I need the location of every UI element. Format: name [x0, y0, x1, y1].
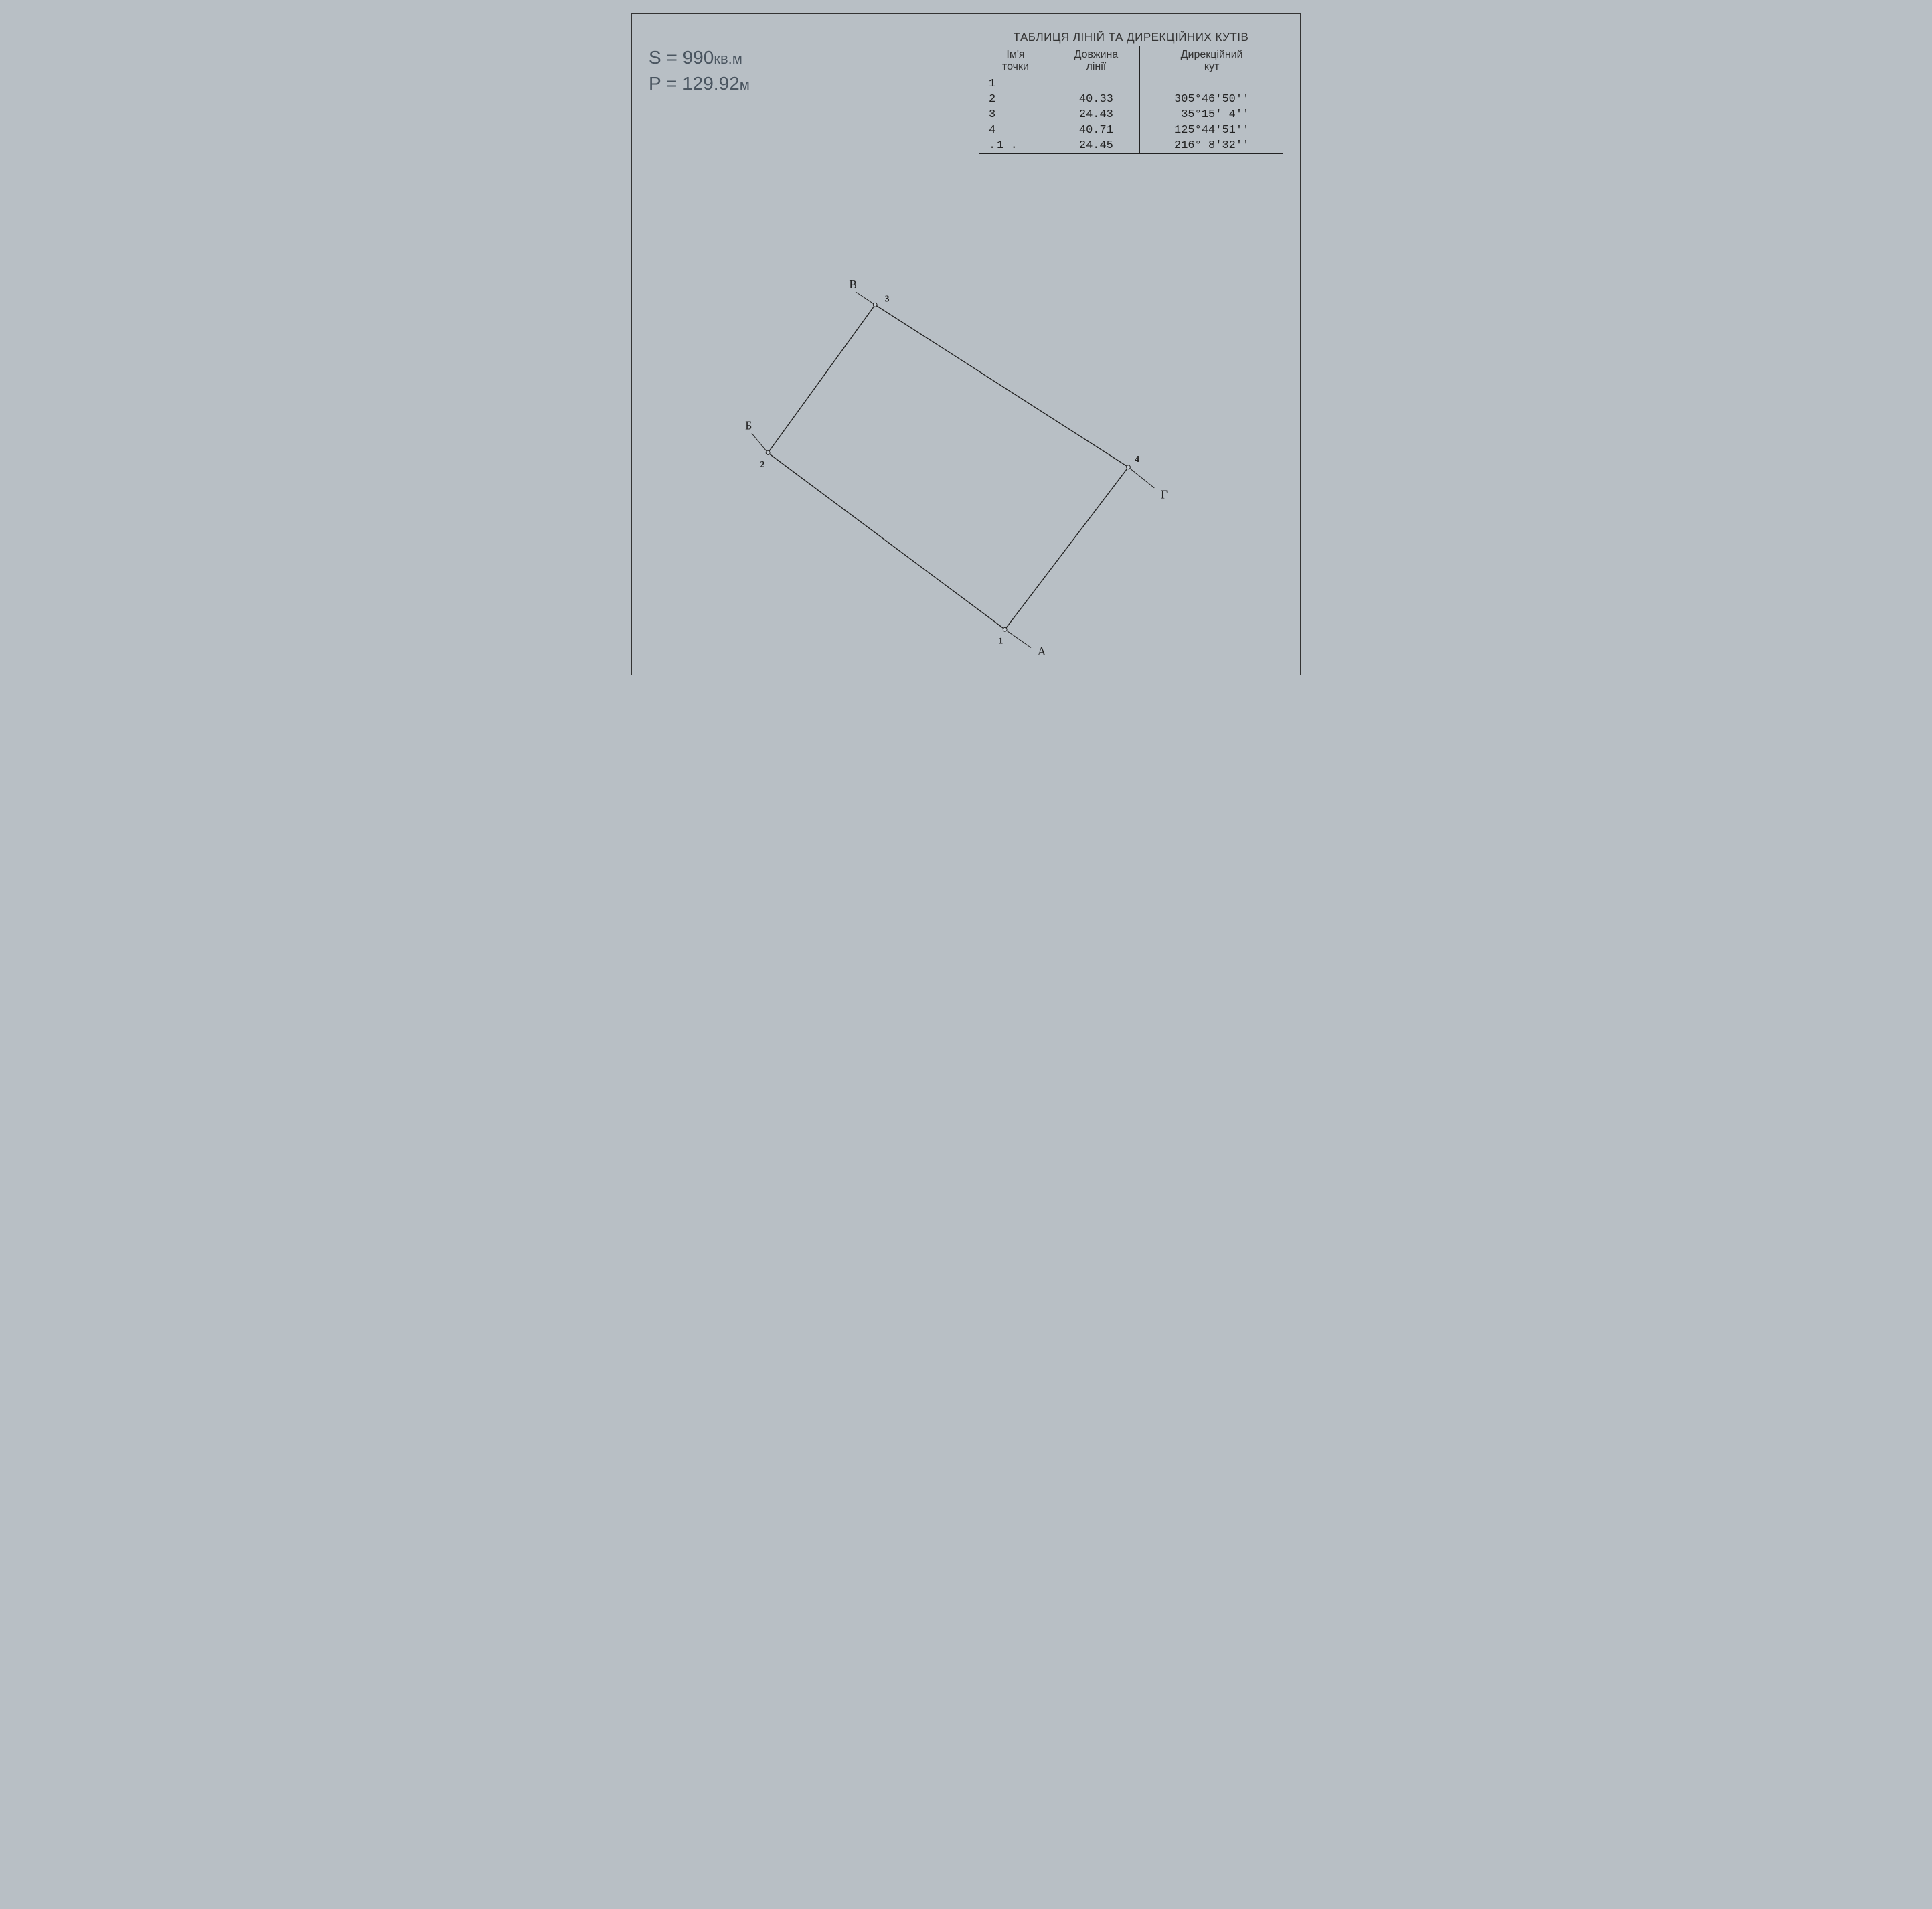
- cell-angle: 305°46'50'': [1140, 92, 1283, 107]
- vertex-label: 1: [999, 636, 1003, 646]
- metrics-block: S = 990кв.м P = 129.92м: [649, 31, 750, 96]
- table-wrap: ТАБЛИЦЯ ЛІНІЙ ТА ДИРЕКЦІЙНИХ КУТІВ Ім'я …: [979, 31, 1283, 154]
- table-row: 1: [979, 76, 1283, 92]
- cell-angle: 35°15' 4'': [1140, 107, 1283, 122]
- cell-point: 3: [979, 107, 1052, 122]
- table-row: 124.45216° 8'32'': [979, 138, 1283, 154]
- diagram-area: 1 2 3 4 А Б В Г: [632, 181, 1300, 675]
- leader-line: [856, 292, 875, 305]
- cell-length: 40.33: [1052, 92, 1140, 107]
- area-row: S = 990кв.м: [649, 44, 750, 70]
- cell-point: 4: [979, 122, 1052, 138]
- perimeter-value: 129.92: [682, 73, 740, 94]
- cell-point: 1: [979, 138, 1052, 154]
- area-label: S: [649, 47, 661, 68]
- table-body: 1240.33305°46'50''324.43 35°15' 4''440.7…: [979, 76, 1283, 154]
- vertex-label: 4: [1135, 454, 1139, 464]
- leader-line: [752, 433, 768, 452]
- cell-angle: 216° 8'32'': [1140, 138, 1283, 154]
- cell-length: 24.43: [1052, 107, 1140, 122]
- page-frame: S = 990кв.м P = 129.92м ТАБЛИЦЯ ЛІНІЙ ТА…: [631, 13, 1301, 675]
- top-row: S = 990кв.м P = 129.92м ТАБЛИЦЯ ЛІНІЙ ТА…: [649, 31, 1283, 154]
- col-point-text: Ім'я точки: [983, 49, 1048, 73]
- perimeter-unit: м: [740, 76, 750, 93]
- corner-label: Б: [745, 419, 752, 432]
- col-point: Ім'я точки: [979, 46, 1052, 76]
- cell-point: 2: [979, 92, 1052, 107]
- corner-label: Г: [1161, 487, 1168, 501]
- table-row: 240.33305°46'50'': [979, 92, 1283, 107]
- cell-length: 40.71: [1052, 122, 1140, 138]
- table-row: 440.71125°44'51'': [979, 122, 1283, 138]
- survey-plot: 1 2 3 4 А Б В Г: [632, 181, 1300, 675]
- col-length: Довжина лінії: [1052, 46, 1140, 76]
- vertex-node: [1003, 627, 1007, 631]
- col-angle: Дирекційний кут: [1140, 46, 1283, 76]
- col-angle-text: Дирекційний кут: [1144, 49, 1279, 73]
- leader-line: [1129, 467, 1155, 488]
- corner-label: А: [1038, 645, 1046, 658]
- perimeter-label: P: [649, 73, 661, 94]
- col-length-text: Довжина лінії: [1056, 49, 1135, 73]
- vertex-node: [766, 451, 770, 455]
- parcel-polygon: [768, 305, 1128, 629]
- vertex-label: 2: [760, 459, 765, 469]
- perimeter-row: P = 129.92м: [649, 70, 750, 96]
- cell-length: 24.45: [1052, 138, 1140, 154]
- table-row: 324.43 35°15' 4'': [979, 107, 1283, 122]
- table-header-row: Ім'я точки Довжина лінії Дирекційний кут: [979, 46, 1283, 76]
- cell-point: 1: [979, 76, 1052, 92]
- corner-label: В: [849, 278, 857, 291]
- cell-angle: 125°44'51'': [1140, 122, 1283, 138]
- cell-length: [1052, 76, 1140, 92]
- cell-angle: [1140, 76, 1283, 92]
- area-value: 990: [683, 47, 714, 68]
- area-unit: кв.м: [714, 50, 742, 67]
- vertex-node: [873, 303, 877, 307]
- table-title: ТАБЛИЦЯ ЛІНІЙ ТА ДИРЕКЦІЙНИХ КУТІВ: [979, 31, 1283, 44]
- leader-line: [1005, 629, 1031, 647]
- lines-table: Ім'я точки Довжина лінії Дирекційний кут…: [979, 46, 1283, 154]
- vertex-node: [1127, 465, 1131, 469]
- vertex-label: 3: [885, 293, 890, 303]
